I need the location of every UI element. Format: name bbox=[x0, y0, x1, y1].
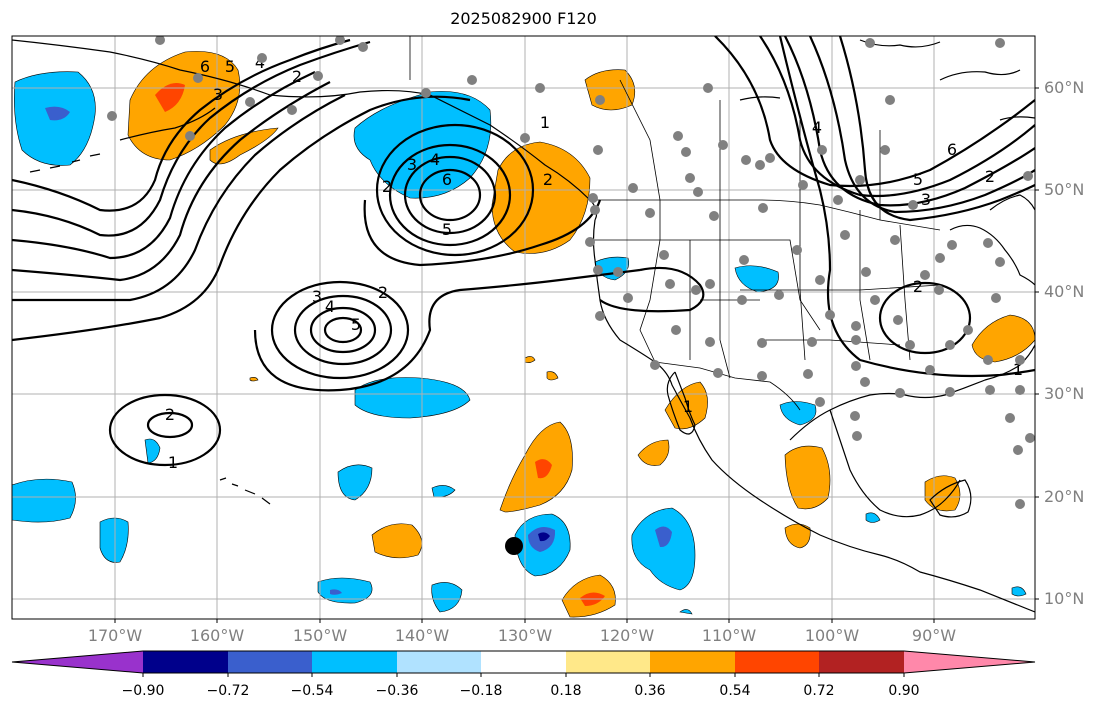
lon-label: 110°W bbox=[701, 626, 757, 645]
contour-label: 2 bbox=[985, 167, 995, 186]
contour-label: 2 bbox=[543, 170, 553, 189]
contour-label: 3 bbox=[921, 190, 931, 209]
contour-label: 1 bbox=[1013, 360, 1023, 379]
lon-label: 90°W bbox=[911, 626, 957, 645]
lat-label: 20°N bbox=[1044, 487, 1085, 506]
orange-region bbox=[209, 127, 279, 165]
contour-label: 6 bbox=[442, 170, 452, 189]
orange-region bbox=[249, 377, 259, 382]
contour-label: 6 bbox=[200, 57, 210, 76]
orange-region bbox=[637, 439, 670, 466]
lon-label: 120°W bbox=[599, 626, 655, 645]
colorbar-tick-label: 0.18 bbox=[550, 683, 582, 699]
contour-label: 4 bbox=[325, 297, 335, 316]
blue-region bbox=[354, 377, 471, 419]
colorbar-extend-low bbox=[12, 651, 143, 673]
colorbar-tick-label: −0.72 bbox=[206, 683, 250, 699]
lat-label: 30°N bbox=[1044, 384, 1085, 403]
lon-label: 160°W bbox=[189, 626, 245, 645]
contour-label: 2 bbox=[292, 67, 302, 86]
blue-region bbox=[734, 265, 779, 293]
blue-region bbox=[679, 609, 693, 615]
lon-label: 150°W bbox=[292, 626, 348, 645]
lat-label: 50°N bbox=[1044, 180, 1085, 199]
contour-label: 5 bbox=[442, 220, 452, 239]
lat-label: 40°N bbox=[1044, 282, 1085, 301]
colorbar-segment bbox=[566, 651, 650, 673]
blue-region bbox=[1011, 586, 1027, 597]
blue-region bbox=[144, 438, 161, 464]
royal-blue-region bbox=[655, 526, 672, 548]
contour-label: 2 bbox=[913, 277, 923, 296]
lon-label: 130°W bbox=[497, 626, 553, 645]
contour-label: 5 bbox=[913, 170, 923, 189]
colorbar-segment bbox=[397, 651, 481, 673]
contour-label: 1 bbox=[683, 397, 693, 416]
contour-label: 2 bbox=[382, 177, 392, 196]
graticule bbox=[12, 36, 1035, 619]
colorbar-segment bbox=[481, 651, 566, 673]
colorbar-tick-label: −0.90 bbox=[121, 683, 165, 699]
colorbar bbox=[11, 650, 1036, 677]
orange-region bbox=[546, 371, 559, 381]
colorbar-tick-label: −0.54 bbox=[290, 683, 334, 699]
contour-lines bbox=[12, 36, 1035, 467]
navy-region bbox=[538, 532, 550, 542]
colorbar-segment bbox=[735, 651, 819, 673]
contour-label: 5 bbox=[225, 57, 235, 76]
lon-label: 100°W bbox=[804, 626, 860, 645]
colorbar-tick-label: 0.90 bbox=[888, 683, 920, 699]
blue-region bbox=[631, 507, 696, 591]
orange-region bbox=[784, 523, 811, 549]
lon-label: 170°W bbox=[87, 626, 143, 645]
red-orange-region bbox=[535, 459, 552, 479]
orange-region bbox=[784, 445, 831, 510]
black-dot-marker bbox=[505, 537, 523, 555]
contour-label: 2 bbox=[165, 405, 175, 424]
station-markers bbox=[107, 36, 1035, 509]
colorbar-segment bbox=[143, 651, 228, 673]
contour-label: 3 bbox=[407, 155, 417, 174]
colorbar-tick-label: −0.18 bbox=[459, 683, 503, 699]
colorbar-tick-label: 0.54 bbox=[719, 683, 751, 699]
red-orange-region bbox=[155, 82, 185, 112]
contour-label: 6 bbox=[947, 140, 957, 159]
contour-label: 3 bbox=[213, 85, 223, 104]
contour-label: 3 bbox=[312, 287, 322, 306]
blue-region bbox=[779, 401, 817, 426]
lat-label: 60°N bbox=[1044, 78, 1085, 97]
blue-region bbox=[865, 512, 881, 523]
colorbar-segment bbox=[312, 651, 397, 673]
colorbar-tick-label: −0.36 bbox=[375, 683, 419, 699]
contour-label: 1 bbox=[540, 113, 550, 132]
contour-label: 4 bbox=[812, 118, 822, 137]
colorbar-segment bbox=[228, 651, 312, 673]
map-title: 2025082900 F120 bbox=[450, 9, 597, 28]
royal-blue-region bbox=[330, 589, 342, 595]
political-borders bbox=[409, 36, 941, 411]
colorbar-extend-high bbox=[904, 651, 1035, 673]
orange-region bbox=[524, 356, 536, 363]
lon-label: 140°W bbox=[394, 626, 450, 645]
axis-ticks bbox=[114, 87, 1039, 623]
colorbar-segment bbox=[650, 651, 735, 673]
orange-region bbox=[924, 475, 961, 512]
contour-label: 2 bbox=[378, 283, 388, 302]
contour-label: 5 bbox=[351, 315, 361, 334]
blue-region bbox=[12, 478, 76, 523]
blue-region bbox=[337, 464, 373, 501]
contour-label: 4 bbox=[430, 150, 440, 169]
map-frame bbox=[11, 35, 1036, 620]
colorbar-segment bbox=[819, 651, 904, 673]
contour-labels: 6 5 4 3 2 1 1 2 3 4 6 5 2 3 4 5 2 1 2 6 … bbox=[165, 53, 1023, 472]
lat-label: 10°N bbox=[1044, 589, 1085, 608]
royal-blue-region bbox=[45, 106, 70, 121]
orange-region bbox=[491, 141, 591, 254]
colorbar-tick-label: 0.36 bbox=[634, 683, 666, 699]
coastlines bbox=[12, 39, 1035, 613]
colorbar-tick-label: 0.72 bbox=[803, 683, 835, 699]
contour-label: 1 bbox=[168, 453, 178, 472]
